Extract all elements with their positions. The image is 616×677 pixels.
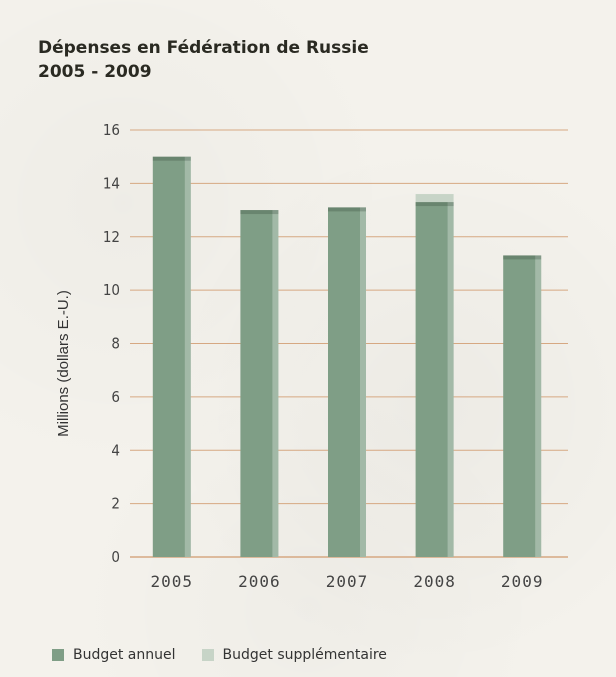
bar-annual-2008 [415, 202, 454, 557]
bar-annual-2005 [152, 156, 191, 557]
y-tick-label: 16 [103, 121, 120, 139]
legend: Budget annuel Budget supplémentaire [52, 647, 405, 663]
y-tick-label: 4 [111, 441, 120, 459]
x-tick-labels: 2005 2006 2007 2008 2009 [151, 572, 544, 591]
bar-highlight [535, 255, 542, 557]
bar-highlight [447, 202, 454, 557]
y-tick-label: 12 [103, 228, 120, 246]
x-tick-label: 2008 [413, 572, 456, 591]
legend-label-annual: Budget annuel [73, 647, 176, 663]
y-tick-label: 6 [111, 388, 120, 406]
bar-supplementary-2008 [415, 194, 454, 203]
x-tick-label: 2007 [326, 572, 369, 591]
bar-top-edge [503, 255, 542, 260]
y-tick-labels: 0 2 4 6 8 10 12 14 16 [103, 121, 120, 566]
legend-item-supplementary: Budget supplémentaire [201, 647, 387, 663]
legend-swatch-annual [52, 649, 64, 661]
bar-highlight [272, 210, 279, 557]
chart-title-block: Dépenses en Fédération de Russie 2005 - … [38, 36, 369, 84]
bar-top-edge [415, 202, 454, 207]
y-tick-label: 0 [111, 548, 120, 566]
bar-top-edge [240, 210, 279, 215]
x-tick-label: 2005 [151, 572, 194, 591]
legend-item-annual: Budget annuel [52, 647, 176, 663]
y-tick-label: 2 [111, 495, 120, 513]
bar-highlight [184, 156, 191, 557]
bar-top-edge [328, 207, 366, 212]
y-axis-title: Millions (dollars E.-U.) [55, 290, 72, 437]
chart-subtitle: 2005 - 2009 [38, 62, 152, 82]
legend-label-supplementary: Budget supplémentaire [222, 647, 387, 663]
bar-top-edge [152, 156, 191, 161]
bar-annual-2006 [240, 210, 279, 557]
chart-title: Dépenses en Fédération de Russie [38, 38, 369, 58]
bar-annual-2009 [503, 255, 542, 557]
x-tick-label: 2009 [501, 572, 544, 591]
y-tick-label: 14 [103, 174, 120, 192]
legend-swatch-supplementary [201, 649, 214, 661]
bar-highlight [360, 207, 366, 558]
y-tick-label: 8 [111, 335, 120, 353]
bar-chart: 0 2 4 6 8 10 12 14 16 2005 2006 2007 2008 2009 Milli… [55, 121, 568, 591]
bar-annual-2007 [328, 207, 366, 558]
y-tick-label: 10 [103, 281, 120, 299]
bars [152, 156, 542, 558]
x-tick-label: 2006 [238, 572, 281, 591]
